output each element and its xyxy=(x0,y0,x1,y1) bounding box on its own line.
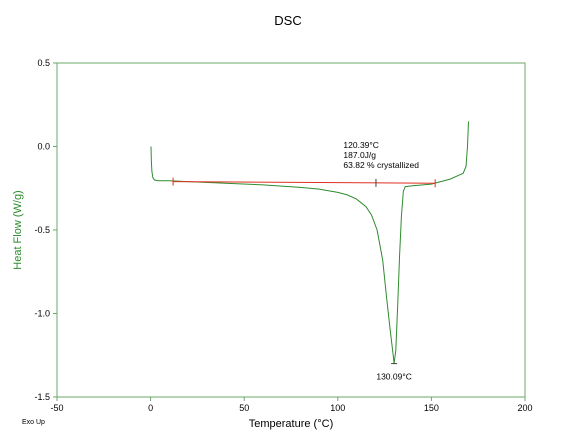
plot-frame xyxy=(56,62,526,398)
heat-flow-curve xyxy=(150,121,469,364)
integration-result-line: 120.39°C xyxy=(343,140,379,150)
x-axis-label: Temperature (°C) xyxy=(249,418,333,430)
x-tick-label: 50 xyxy=(239,403,249,413)
y-tick-label: -0.5 xyxy=(34,225,50,235)
x-tick-label: 150 xyxy=(424,403,439,413)
y-axis-ticks: 0.5 0.0 -0.5 -1.0 -1.5 xyxy=(34,58,57,402)
integration-result-line: 63.82 % crystallized xyxy=(343,160,419,170)
x-tick-label: -50 xyxy=(50,403,63,413)
baseline-layer xyxy=(172,177,436,188)
y-tick-label: 0.5 xyxy=(37,58,50,68)
integration-result-line: 187.0J/g xyxy=(343,150,376,160)
chart-title: DSC xyxy=(274,13,301,28)
y-tick-label: -1.0 xyxy=(34,309,50,319)
peak-temperature-label: 130.09°C xyxy=(376,372,412,382)
x-tick-label: 100 xyxy=(330,403,345,413)
series-layer xyxy=(150,121,469,364)
y-tick-label: -1.5 xyxy=(34,392,50,402)
x-tick-label: 0 xyxy=(148,403,153,413)
x-tick-label: 200 xyxy=(517,403,532,413)
exo-up-note: Exo Up xyxy=(22,419,45,426)
y-tick-label: 0.0 xyxy=(37,142,50,152)
integration-baseline xyxy=(173,181,436,184)
y-axis-label: Heat Flow (W/g) xyxy=(12,190,24,269)
x-axis-ticks: -50 0 50 100 150 200 xyxy=(50,397,533,413)
